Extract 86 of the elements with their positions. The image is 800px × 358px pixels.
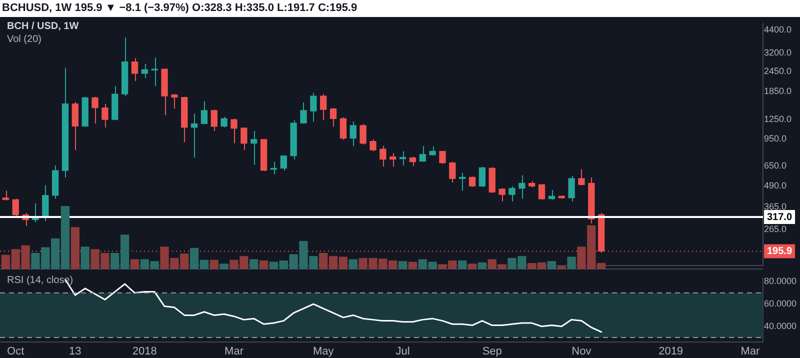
bar — [398, 261, 408, 269]
x-tick-label: Mar — [224, 346, 244, 358]
y-tick-label: 490.0 — [764, 180, 787, 191]
chart-title: Vol (20) — [7, 34, 42, 45]
x-tick-label: Mar — [740, 346, 760, 358]
candlestick — [220, 116, 228, 128]
candlestick — [12, 198, 19, 217]
candlestick — [131, 58, 138, 82]
bar — [348, 259, 358, 269]
candlestick — [190, 113, 198, 158]
x-tick-label: 2019 — [658, 346, 684, 358]
y-tick-label: 60.0000 — [764, 298, 797, 309]
y-tick-label: 950.0 — [764, 134, 787, 144]
candlestick — [102, 103, 108, 128]
candlestick — [280, 154, 287, 172]
candlestick — [409, 156, 416, 167]
y-tick-label: 1850.0 — [764, 86, 792, 96]
candlestick — [171, 94, 178, 110]
x-tick-label: May — [312, 346, 334, 358]
candlestick — [578, 168, 585, 186]
bar — [80, 246, 90, 269]
bar — [557, 266, 566, 269]
candlestick — [72, 102, 78, 150]
x-tick-label: Nov — [572, 346, 592, 358]
x-tick-label: Oct — [7, 346, 24, 358]
bar — [130, 259, 140, 269]
x-tick-label: 13 — [69, 346, 82, 358]
y-tick-label: 4400.0 — [764, 24, 792, 35]
y-tick-label: 365.0 — [764, 202, 787, 212]
candlestick — [568, 175, 575, 202]
candlestick — [419, 146, 426, 162]
candlestick — [380, 145, 386, 168]
ref-line-label: 317.0 — [767, 212, 792, 223]
bar — [567, 256, 576, 269]
candlestick — [240, 126, 248, 150]
bar — [259, 260, 268, 269]
candlestick — [230, 118, 238, 144]
candlestick — [330, 108, 337, 128]
candlestick — [92, 96, 98, 124]
candlestick — [439, 150, 446, 164]
candlestick — [538, 183, 546, 200]
bar — [220, 264, 228, 269]
candlestick — [151, 57, 158, 87]
bar — [70, 227, 80, 269]
candlestick — [390, 152, 396, 168]
y-tick-label: 3200.0 — [764, 47, 792, 58]
bar — [468, 264, 477, 269]
chart-subtitle: BCH / USD, 1W — [7, 21, 79, 32]
bar — [478, 262, 487, 269]
candlestick — [350, 121, 356, 147]
y-tick-label: 1250.0 — [764, 114, 792, 124]
candlestick — [360, 123, 366, 145]
y-tick-label: 80.0000 — [764, 276, 797, 286]
candlestick — [310, 92, 317, 122]
candlestick — [370, 138, 376, 152]
candlestick — [459, 172, 466, 192]
candlestick — [449, 161, 456, 184]
candlestick — [399, 150, 406, 166]
candlestick — [518, 174, 526, 200]
candlestick — [508, 186, 516, 202]
chart-title: BCHUSD, 1W 195.9 ▼ −8.1 (−3.97%) O:328.3 H:335.0 L:191.7 C:195.9 — [2, 1, 358, 16]
y-tick-label: 265.0 — [764, 224, 787, 234]
y-tick-label: 40.0000 — [764, 320, 797, 331]
x-tick-label: Sep — [482, 346, 502, 358]
ref-line-label: 195.9 — [767, 246, 792, 257]
x-tick-label: Jul — [396, 346, 410, 358]
bar — [547, 261, 556, 269]
y-tick-label: 650.0 — [764, 160, 787, 171]
bar — [250, 259, 258, 269]
bar — [458, 260, 467, 269]
candlestick — [300, 102, 307, 124]
candlestick — [498, 188, 506, 202]
y-tick-label: 2450.0 — [764, 66, 792, 76]
candlestick — [548, 189, 556, 200]
candlestick — [2, 190, 10, 202]
bar — [408, 262, 418, 269]
x-tick-label: 2018 — [132, 346, 157, 358]
candlestick — [200, 100, 208, 125]
candlestick — [468, 176, 476, 188]
candlestick — [340, 116, 347, 140]
candlestick — [320, 94, 327, 121]
bar — [210, 260, 218, 269]
candlestick — [210, 109, 218, 132]
candlestick — [42, 184, 49, 222]
candlestick — [478, 166, 486, 188]
candlestick — [250, 130, 258, 166]
